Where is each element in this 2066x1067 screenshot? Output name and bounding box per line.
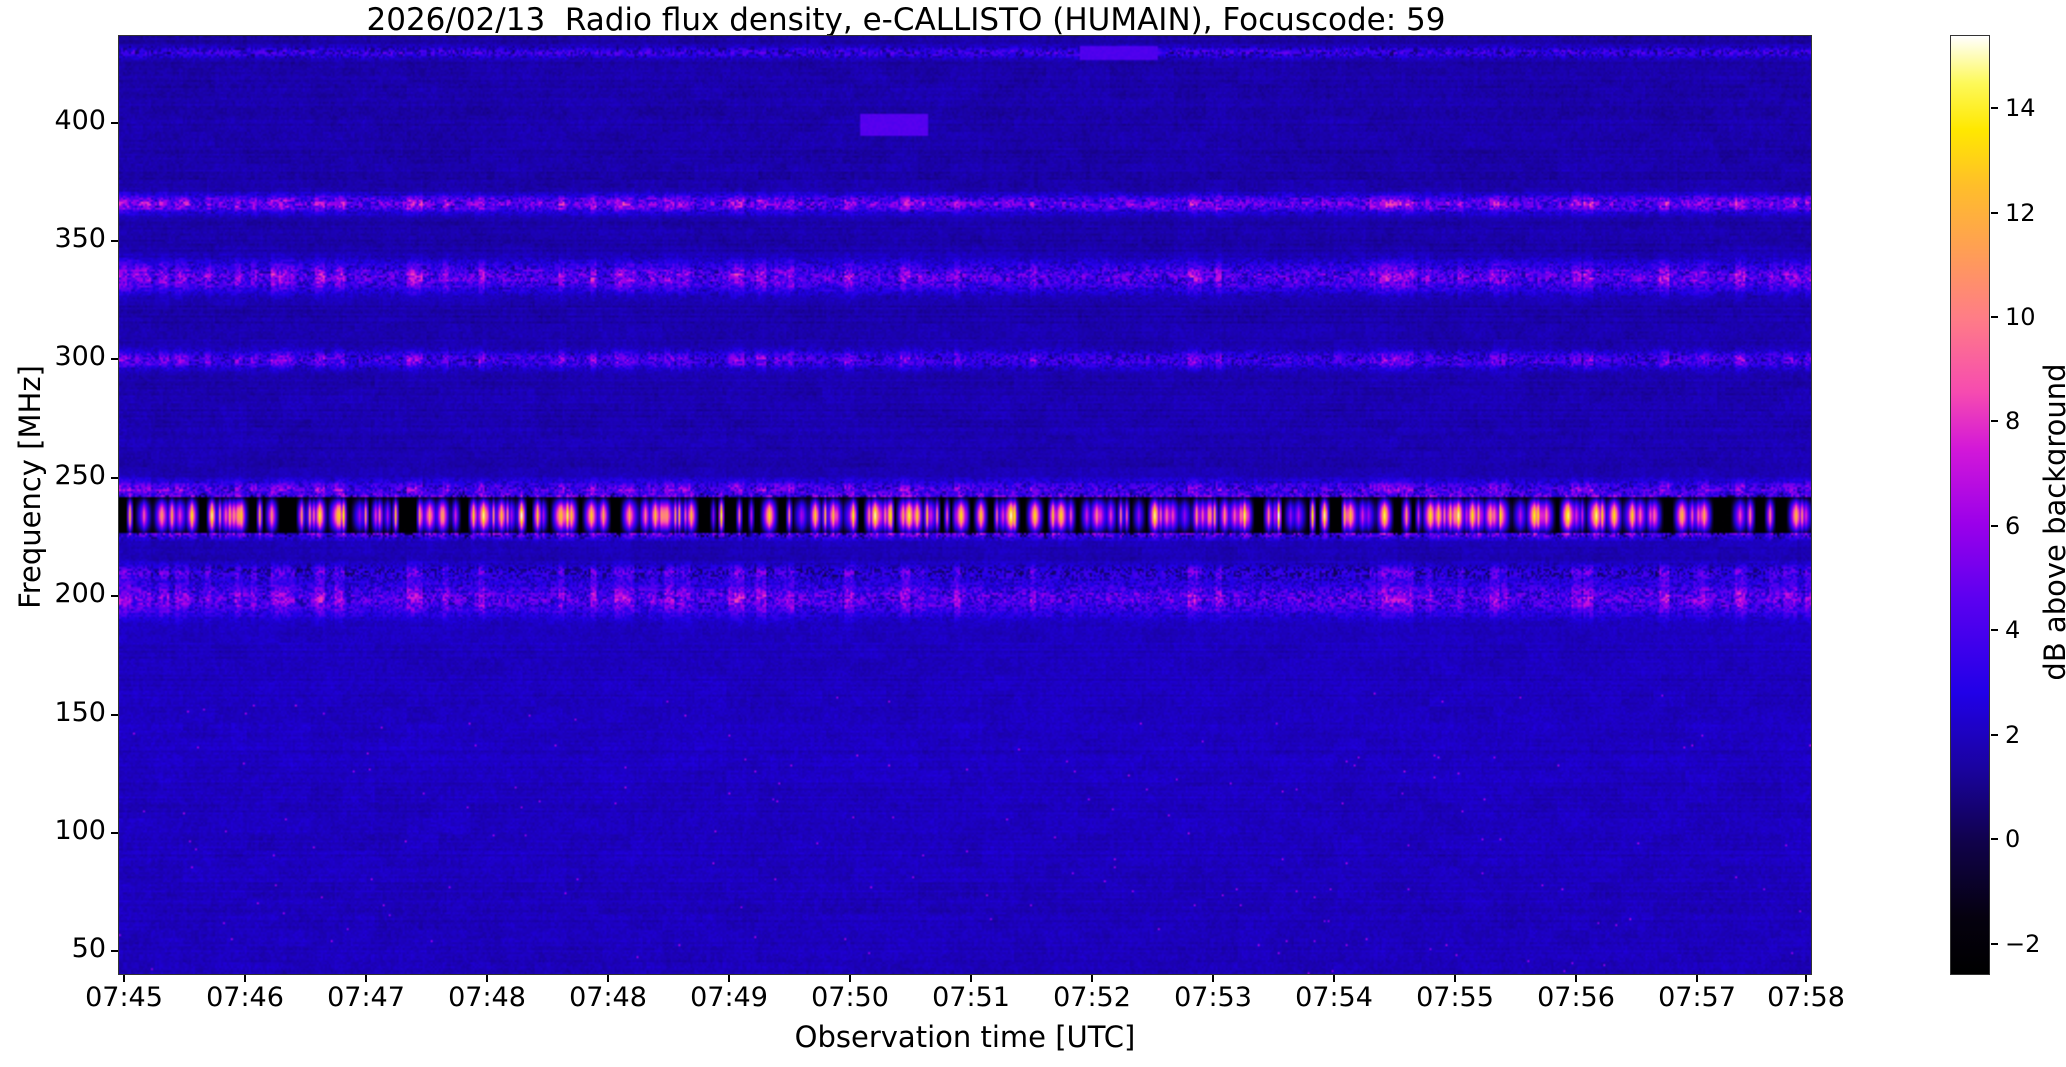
y-tick-label: 200 — [54, 578, 106, 610]
x-tick-mark — [1805, 975, 1807, 982]
colorbar-tick-label: 14 — [2005, 94, 2036, 123]
x-tick-label: 07:56 — [1537, 982, 1615, 1013]
y-tick-mark — [111, 831, 118, 834]
x-tick-mark — [365, 975, 367, 982]
spectrogram-image — [119, 36, 1811, 974]
x-tick-mark — [728, 975, 730, 982]
colorbar-tick-mark — [1991, 420, 1998, 423]
x-tick-mark — [1212, 975, 1214, 982]
colorbar-tick-mark — [1991, 629, 1998, 632]
x-tick-label: 07:57 — [1658, 982, 1736, 1013]
colorbar-tick-mark — [1991, 524, 1998, 527]
y-tick-label: 400 — [54, 104, 106, 136]
y-tick-label: 100 — [54, 814, 106, 846]
colorbar-tick-mark — [1991, 733, 1998, 736]
x-tick-mark — [123, 975, 125, 982]
colorbar-tick-mark — [1991, 838, 1998, 841]
colorbar-tick-label: 6 — [2005, 511, 2021, 540]
x-tick-label: 07:49 — [690, 982, 768, 1013]
y-tick-mark — [111, 950, 118, 953]
colorbar-tick-label: 8 — [2005, 407, 2021, 436]
y-tick-mark — [111, 713, 118, 716]
x-tick-mark — [1696, 975, 1698, 982]
x-tick-label: 07:45 — [85, 982, 163, 1013]
spectrogram-axes — [118, 35, 1812, 975]
y-tick-mark — [111, 239, 118, 242]
x-tick-label: 07:55 — [1416, 982, 1494, 1013]
x-tick-mark — [1575, 975, 1577, 982]
y-tick-mark — [111, 358, 118, 361]
page-title: 2026/02/13 Radio flux density, e-CALLIST… — [366, 2, 1446, 38]
y-tick-label: 300 — [54, 341, 106, 373]
colorbar-tick-mark — [1991, 316, 1998, 318]
colorbar-tick-label: 10 — [2005, 303, 2036, 331]
x-tick-mark — [849, 975, 851, 982]
x-tick-mark — [970, 975, 972, 982]
x-tick-label: 07:50 — [811, 982, 889, 1013]
x-tick-label: 07:48 — [569, 982, 647, 1013]
x-tick-label: 07:51 — [932, 982, 1010, 1013]
y-tick-label: 350 — [54, 222, 106, 254]
x-tick-label: 07:52 — [1053, 982, 1131, 1013]
y-tick-label: 250 — [54, 459, 106, 491]
y-axis-label: Frequency [MHz] — [13, 365, 47, 609]
y-tick-label: 150 — [54, 696, 106, 728]
x-tick-label: 07:48 — [448, 982, 526, 1013]
colorbar-tick-label: −2 — [2005, 929, 2041, 958]
x-tick-label: 07:46 — [206, 982, 284, 1013]
x-tick-label: 07:54 — [1295, 982, 1373, 1013]
x-tick-mark — [607, 975, 609, 982]
x-tick-mark — [244, 975, 246, 982]
x-axis-label: Observation time [UTC] — [794, 1020, 1136, 1054]
x-tick-mark — [1091, 975, 1093, 982]
x-tick-mark — [1454, 975, 1456, 982]
y-tick-mark — [111, 121, 118, 124]
x-tick-mark — [486, 975, 488, 982]
x-tick-label: 07:53 — [1174, 982, 1252, 1013]
colorbar-tick-label: 0 — [2005, 825, 2021, 854]
colorbar — [1950, 35, 1990, 975]
colorbar-tick-label: 4 — [2005, 616, 2021, 645]
y-tick-mark — [111, 595, 118, 598]
y-tick-label: 50 — [71, 933, 106, 965]
colorbar-tick-mark — [1991, 107, 1998, 110]
colorbar-tick-mark — [1991, 211, 1998, 214]
x-tick-label: 07:58 — [1767, 982, 1845, 1013]
y-tick-mark — [111, 476, 118, 479]
colorbar-tick-label: 2 — [2005, 720, 2021, 749]
x-tick-label: 07:47 — [327, 982, 405, 1013]
x-tick-mark — [1333, 975, 1335, 982]
colorbar-label: dB above background — [2038, 363, 2066, 681]
colorbar-tick-label: 12 — [2005, 198, 2036, 227]
colorbar-tick-mark — [1991, 942, 1998, 945]
